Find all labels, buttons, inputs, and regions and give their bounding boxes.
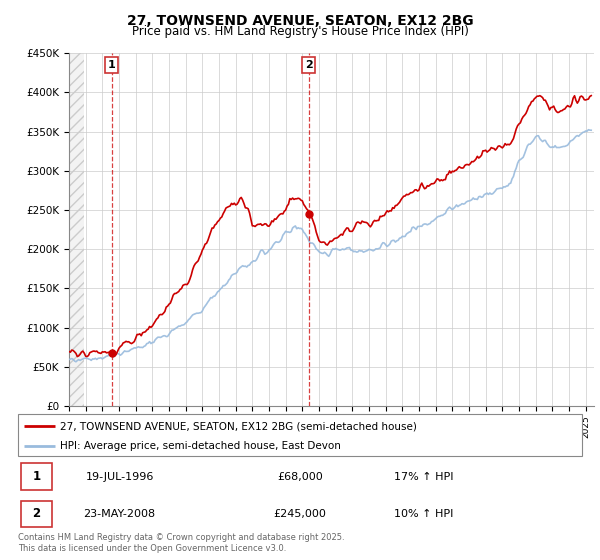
Text: 19-JUL-1996: 19-JUL-1996 [85,472,154,482]
Text: 2: 2 [32,507,40,520]
FancyBboxPatch shape [21,464,52,490]
Bar [69,53,85,406]
Text: 23-MAY-2008: 23-MAY-2008 [83,509,155,519]
Text: 1: 1 [32,470,40,483]
Text: 10% ↑ HPI: 10% ↑ HPI [394,509,454,519]
Text: 17% ↑ HPI: 17% ↑ HPI [394,472,454,482]
Text: Contains HM Land Registry data © Crown copyright and database right 2025.
This d: Contains HM Land Registry data © Crown c… [18,533,344,553]
Text: 27, TOWNSEND AVENUE, SEATON, EX12 2BG (semi-detached house): 27, TOWNSEND AVENUE, SEATON, EX12 2BG (s… [60,421,417,431]
Text: 27, TOWNSEND AVENUE, SEATON, EX12 2BG: 27, TOWNSEND AVENUE, SEATON, EX12 2BG [127,14,473,28]
Text: HPI: Average price, semi-detached house, East Devon: HPI: Average price, semi-detached house,… [60,441,341,451]
FancyBboxPatch shape [21,501,52,527]
Text: £245,000: £245,000 [274,509,326,519]
FancyBboxPatch shape [18,414,582,456]
Text: £68,000: £68,000 [277,472,323,482]
Text: 1: 1 [107,60,115,70]
Text: 2: 2 [305,60,313,70]
Text: Price paid vs. HM Land Registry's House Price Index (HPI): Price paid vs. HM Land Registry's House … [131,25,469,38]
